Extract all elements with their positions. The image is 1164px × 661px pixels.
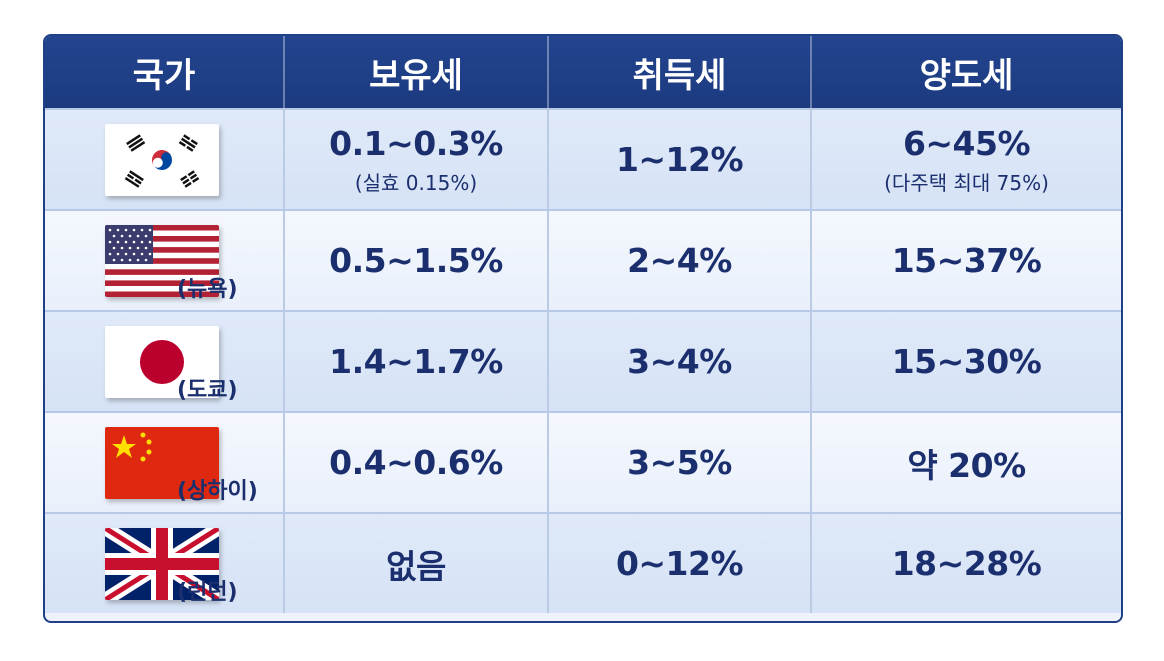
capital-gains-tax-cell: 15~30% <box>812 312 1121 411</box>
capital-gains-tax-value: 약 20% <box>907 445 1026 485</box>
acquisition-tax-value: 1~12% <box>615 140 744 179</box>
tax-comparison-table: 국가 보유세 취득세 양도세 0.1 <box>43 34 1123 623</box>
header-country: 국가 <box>45 36 285 108</box>
capital-gains-tax-cell: 18~28% <box>812 514 1121 613</box>
city-label: (상하이) <box>177 479 258 504</box>
city-label: (뉴욕) <box>177 277 238 302</box>
holding-tax-cell: 0.4~0.6% <box>285 413 549 512</box>
acquisition-tax-value: 3~5% <box>627 443 732 482</box>
capital-gains-tax-cell: 15~37% <box>812 211 1121 310</box>
holding-tax-value: 1.4~1.7% <box>329 342 503 381</box>
capital-gains-tax-value: 15~37% <box>891 241 1042 280</box>
country-cell <box>45 110 285 209</box>
acquisition-tax-cell: 1~12% <box>549 110 812 209</box>
table-row: (상하이) 0.4~0.6% 3~5% 약 20% <box>45 411 1121 512</box>
country-cell: (뉴욕) <box>45 211 285 310</box>
capital-gains-tax-value: 18~28% <box>891 544 1042 583</box>
holding-tax-note: (실효 0.15%) <box>354 170 478 195</box>
acquisition-tax-value: 0~12% <box>615 544 744 583</box>
acquisition-tax-cell: 3~5% <box>549 413 812 512</box>
table-row: (도쿄) 1.4~1.7% 3~4% 15~30% <box>45 310 1121 411</box>
united-states-flag-icon <box>105 225 219 297</box>
holding-tax-value: 0.5~1.5% <box>329 241 503 280</box>
header-holding-tax: 보유세 <box>285 36 549 108</box>
holding-tax-cell: 0.5~1.5% <box>285 211 549 310</box>
table-header: 국가 보유세 취득세 양도세 <box>45 36 1121 108</box>
capital-gains-tax-value: 15~30% <box>891 342 1042 381</box>
capital-gains-tax-value: 6~45% <box>902 123 1031 163</box>
table-row: (런던) 없음 0~12% 18~28% <box>45 512 1121 613</box>
united-kingdom-flag-icon <box>105 528 219 600</box>
country-cell: (런던) <box>45 514 285 613</box>
city-label: (런던) <box>177 580 238 605</box>
holding-tax-cell: 1.4~1.7% <box>285 312 549 411</box>
capital-gains-tax-cell: 약 20% <box>812 413 1121 512</box>
header-capital-gains-tax: 양도세 <box>919 55 1014 96</box>
country-cell: (도쿄) <box>45 312 285 411</box>
table-row: (뉴욕) 0.5~1.5% 2~4% 15~37% <box>45 209 1121 310</box>
holding-tax-cell: 없음 <box>285 514 549 613</box>
acquisition-tax-cell: 3~4% <box>549 312 812 411</box>
acquisition-tax-value: 3~4% <box>627 342 732 381</box>
acquisition-tax-cell: 2~4% <box>549 211 812 310</box>
acquisition-tax-cell: 0~12% <box>549 514 812 613</box>
japan-flag-icon <box>105 326 219 398</box>
acquisition-tax-value: 2~4% <box>627 241 732 280</box>
city-label: (도쿄) <box>177 378 238 403</box>
holding-tax-cell: 0.1~0.3% (실효 0.15%) <box>285 110 549 209</box>
south-korea-flag-icon <box>105 124 219 196</box>
table-row: 0.1~0.3% (실효 0.15%) 1~12% 6~45% (다주택 최대 … <box>45 108 1121 209</box>
capital-gains-tax-cell: 6~45% (다주택 최대 75%) <box>812 110 1121 209</box>
country-cell: (상하이) <box>45 413 285 512</box>
holding-tax-value: 없음 <box>386 546 446 586</box>
header-acquisition-tax: 취득세 <box>549 36 812 108</box>
china-flag-icon <box>105 427 219 499</box>
holding-tax-value: 0.1~0.3% <box>329 123 503 163</box>
capital-gains-tax-note: (다주택 최대 75%) <box>884 170 1049 195</box>
holding-tax-value: 0.4~0.6% <box>329 443 503 482</box>
